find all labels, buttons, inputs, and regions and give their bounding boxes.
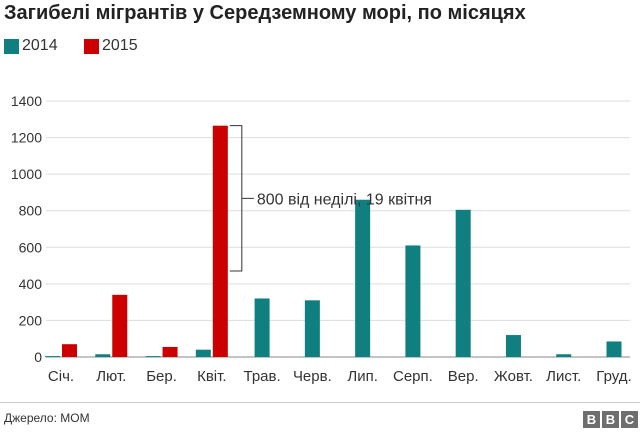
- bbc-logo: B B C: [583, 411, 638, 428]
- legend-label-2015: 2015: [102, 37, 138, 54]
- legend-swatch-2014: [4, 38, 19, 54]
- annotation-label: 800 від неділі, 19 квітня: [257, 191, 432, 208]
- chart-plot: 0 200 400 600 800 1000 1200 1400 Січ. Лют. Бер. Кві…: [11, 93, 632, 385]
- x-tick-label: Лют.: [96, 368, 126, 385]
- bar-2015-1: [62, 344, 77, 357]
- bar-2014-6: [304, 300, 320, 357]
- x-tick-label: Черв.: [293, 368, 332, 385]
- x-tick-label: Трав.: [244, 368, 281, 385]
- x-tick-label: Серп.: [393, 368, 433, 385]
- bar-2014-8: [405, 245, 421, 357]
- bar-2015-4: [212, 125, 228, 357]
- annotation-bracket: [229, 125, 243, 272]
- bar-2014-11: [556, 354, 572, 357]
- footer-divider: [0, 402, 640, 403]
- bar-2015-3: [162, 346, 178, 357]
- legend-item-2015: 2015: [84, 37, 138, 55]
- x-tick-label: Груд.: [596, 368, 631, 385]
- y-tick-label: 0: [34, 349, 42, 365]
- bar-2014-9: [455, 209, 471, 357]
- x-tick-label: Лип.: [347, 368, 378, 385]
- bbc-logo-letter: B: [583, 411, 600, 428]
- bar-2014-1: [45, 356, 60, 357]
- bar-2014-10: [505, 335, 521, 357]
- y-tick-label: 200: [19, 312, 43, 328]
- legend-swatch-2015: [84, 38, 99, 54]
- y-tick-label: 600: [19, 239, 43, 255]
- x-tick-label: Січ.: [48, 368, 74, 385]
- x-tick-label: Квіт.: [197, 368, 226, 385]
- legend-label-2014: 2014: [22, 37, 58, 54]
- x-tick-label: Лист.: [546, 368, 581, 385]
- y-tick-label: 800: [19, 203, 43, 219]
- y-tick-label: 1000: [11, 166, 42, 182]
- bar-2014-4: [195, 349, 211, 357]
- bar-2014-3: [145, 356, 161, 357]
- chart-title: Загибелі мігрантів у Середземному морі, …: [4, 2, 526, 24]
- bbc-logo-letter: C: [621, 411, 638, 428]
- y-tick-label: 1400: [11, 93, 42, 109]
- legend-item-2014: 2014: [4, 37, 58, 55]
- bar-2014-12: [606, 341, 622, 357]
- source-note: Джерело: МОМ: [4, 411, 90, 425]
- y-tick-label: 1200: [11, 130, 42, 146]
- bbc-logo-letter: B: [602, 411, 619, 428]
- y-tick-label: 400: [19, 276, 43, 292]
- x-tick-label: Бер.: [146, 368, 177, 385]
- bar-2014-2: [95, 354, 111, 357]
- bar-2015-2: [112, 294, 128, 357]
- bar-2014-7: [355, 199, 371, 357]
- x-tick-label: Вер.: [448, 368, 479, 385]
- x-tick-label: Жовт.: [494, 368, 533, 385]
- bar-2014-5: [254, 298, 270, 357]
